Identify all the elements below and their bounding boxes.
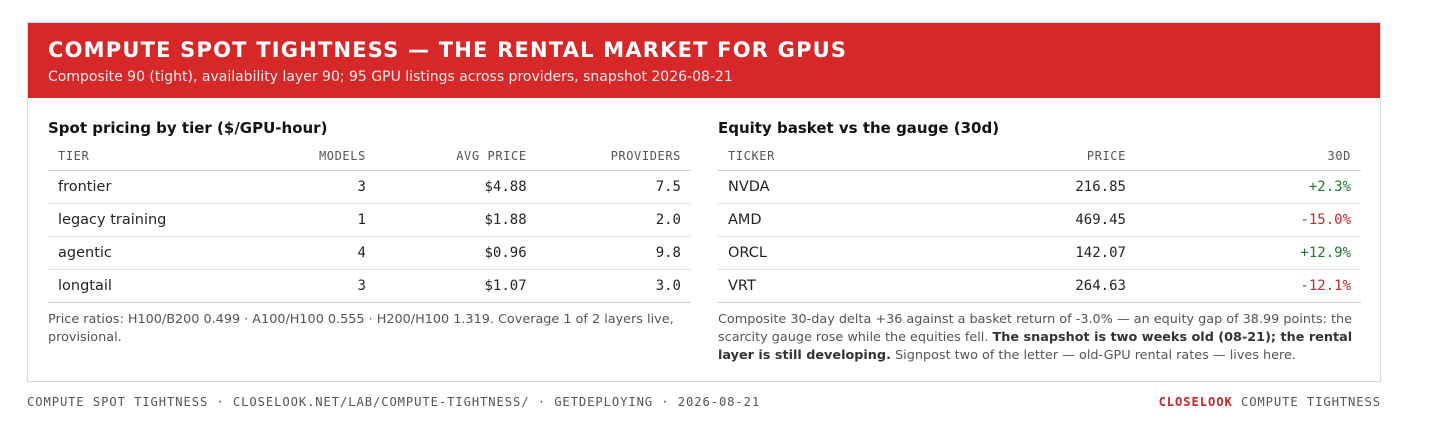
tier-cell: longtail [48,269,241,303]
page-subtitle: Composite 90 (tight), availability layer… [48,69,733,85]
column-header-providers: PROVIDERS [536,142,691,171]
models-cell: 4 [240,236,376,270]
table-row: agentic 4 $0.96 9.8 [48,236,691,270]
tier-cell: legacy training [48,203,241,237]
equity-basket-title: Equity basket vs the gauge (30d) [718,119,1000,137]
dashboard-card: COMPUTE SPOT TIGHTNESS — THE RENTAL MARK… [27,22,1381,382]
avg-price-cell: $1.07 [375,269,537,303]
table-row: VRT 264.63 -12.1% [718,269,1361,303]
brand-suffix: COMPUTE TIGHTNESS [1240,395,1381,409]
table-row: longtail 3 $1.07 3.0 [48,269,691,303]
change-cell: -15.0% [1135,203,1361,237]
equity-basket-table: TICKER PRICE 30D NVDA 216.85 +2.3% AMD 4… [718,142,1361,303]
column-header-30d: 30D [1135,142,1361,171]
models-cell: 3 [240,170,376,204]
avg-price-cell: $0.96 [375,236,537,270]
models-cell: 1 [240,203,376,237]
column-header-avg-price: AVG PRICE [375,142,537,171]
providers-cell: 9.8 [536,236,691,270]
column-header-tier: TIER [48,142,241,171]
footer-brand: CLOSELOOK COMPUTE TIGHTNESS [1159,395,1381,409]
ticker-cell: ORCL [718,236,911,270]
price-cell: 469.45 [910,203,1136,237]
table-row: ORCL 142.07 +12.9% [718,236,1361,270]
table-row: AMD 469.45 -15.0% [718,203,1361,237]
footer: COMPUTE SPOT TIGHTNESS · CLOSELOOK.NET/L… [27,395,1381,409]
price-cell: 264.63 [910,269,1136,303]
table-row: legacy training 1 $1.88 2.0 [48,203,691,237]
ticker-cell: AMD [718,203,911,237]
change-cell: +12.9% [1135,236,1361,270]
ticker-cell: NVDA [718,170,911,204]
price-cell: 216.85 [910,170,1136,204]
column-header-ticker: TICKER [718,142,911,171]
table-row: NVDA 216.85 +2.3% [718,170,1361,204]
equity-note-text: Composite 30-day delta +36 against a bas… [718,311,1353,345]
ticker-cell: VRT [718,269,911,303]
change-cell: +2.3% [1135,170,1361,204]
price-ratios-note: Price ratios: H100/B200 0.499 · A100/H10… [48,311,674,345]
avg-price-cell: $4.88 [375,170,537,204]
column-header-models: MODELS [240,142,376,171]
avg-price-cell: $1.88 [375,203,537,237]
change-cell: -12.1% [1135,269,1361,303]
panels: Spot pricing by tier ($/GPU-hour) TIER M… [28,98,1380,381]
equity-note-emphasis: The snapshot is two weeks old (08-21); t… [718,329,1353,363]
spot-pricing-panel: Spot pricing by tier ($/GPU-hour) TIER M… [48,118,691,347]
page-title: COMPUTE SPOT TIGHTNESS — THE RENTAL MARK… [48,38,848,62]
column-header-price: PRICE [910,142,1136,171]
equity-gap-note: Composite 30-day delta +36 against a bas… [718,311,1361,365]
providers-cell: 2.0 [536,203,691,237]
table-header-row: TICKER PRICE 30D [718,142,1361,171]
spot-pricing-table: TIER MODELS AVG PRICE PROVIDERS frontier… [48,142,691,303]
tier-cell: agentic [48,236,241,270]
equity-note-signpost: Signpost two of the letter — old-GPU ren… [895,347,1296,363]
tier-cell: frontier [48,170,241,204]
price-cell: 142.07 [910,236,1136,270]
table-row: frontier 3 $4.88 7.5 [48,170,691,204]
providers-cell: 3.0 [536,269,691,303]
models-cell: 3 [240,269,376,303]
equity-basket-panel: Equity basket vs the gauge (30d) TICKER … [718,118,1361,365]
header-banner: COMPUTE SPOT TIGHTNESS — THE RENTAL MARK… [28,23,1380,98]
table-header-row: TIER MODELS AVG PRICE PROVIDERS [48,142,691,171]
spot-pricing-title: Spot pricing by tier ($/GPU-hour) [48,119,328,137]
brand-logo-text: CLOSELOOK [1158,395,1233,409]
footer-source-line: COMPUTE SPOT TIGHTNESS · CLOSELOOK.NET/L… [27,395,761,409]
providers-cell: 7.5 [536,170,691,204]
